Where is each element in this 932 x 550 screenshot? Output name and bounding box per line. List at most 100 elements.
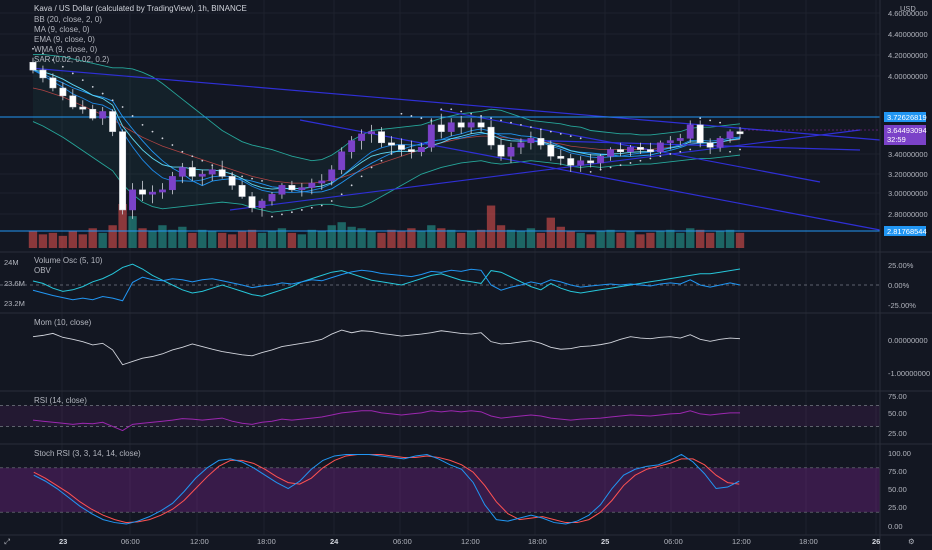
sar-dot: [679, 150, 682, 153]
volume-osc-title[interactable]: Volume Osc (5, 10): [34, 256, 103, 265]
volume-bar: [636, 234, 645, 248]
time-label: 18:00: [257, 537, 276, 546]
candle-body: [39, 69, 47, 79]
candle-body: [178, 167, 186, 177]
candle-body: [168, 176, 176, 191]
time-label: 25: [601, 537, 609, 546]
volume-bar: [367, 231, 376, 248]
trendline: [439, 109, 821, 183]
stoch-rsi-pane[interactable]: [0, 453, 880, 525]
volume-bar: [98, 232, 107, 248]
sar-dot: [619, 164, 622, 167]
rsi-line: [32, 410, 741, 432]
candle-body: [427, 124, 435, 148]
bb-lower-line: [32, 121, 741, 213]
volume-bar: [267, 231, 277, 248]
chart-title: Kava / US Dollar (calculated by TradingV…: [34, 4, 247, 13]
candle-body: [676, 138, 684, 141]
candle-body: [497, 144, 505, 157]
volume-bar: [457, 232, 466, 248]
sar-dot: [340, 193, 343, 196]
volume-bar: [566, 231, 575, 248]
volume-bar: [88, 228, 97, 248]
candle-body: [298, 187, 306, 191]
volume-bar: [536, 232, 546, 248]
stoch-tick: 75.00: [888, 467, 907, 476]
volume-bar: [576, 232, 585, 248]
candle-body: [447, 122, 455, 132]
candle-body: [517, 142, 525, 148]
stoch-band-fill: [0, 467, 880, 513]
sar-dot: [61, 65, 64, 68]
last-price-label-bg: [884, 125, 926, 145]
sar-dot: [510, 121, 512, 124]
volume-osc-tick: 25.00%: [888, 261, 914, 270]
sar-dot: [380, 159, 383, 162]
sar-dot: [659, 155, 662, 158]
sar-dot: [131, 115, 134, 117]
settings-icon[interactable]: ⚙: [908, 537, 915, 546]
volume-bar: [277, 228, 287, 248]
volume-bar: [676, 232, 685, 248]
volume-bar: [257, 232, 267, 248]
trendline: [299, 119, 881, 231]
study-sar[interactable]: SAR (0.02, 0.02, 0.2): [34, 55, 109, 64]
rsi-band-fill: [0, 405, 880, 427]
last-price-label: 3.64493094: [887, 126, 927, 135]
candle-body: [348, 140, 356, 153]
volume-bar: [486, 205, 496, 248]
goto-icon[interactable]: ⤢: [3, 537, 10, 546]
study-ema[interactable]: EMA (9, close, 0): [34, 35, 95, 44]
mom-title[interactable]: Mom (10, close): [34, 318, 92, 327]
study-ma[interactable]: MA (9, close, 0): [34, 25, 90, 34]
candle-body: [527, 138, 535, 144]
momentum-pane[interactable]: [32, 329, 741, 366]
candle-body: [706, 142, 714, 148]
wma-line: [32, 69, 741, 193]
volume-bar: [327, 225, 336, 248]
volume-bar: [427, 225, 436, 248]
volume-bar: [108, 225, 117, 248]
sar-dot: [171, 144, 174, 146]
price-pane[interactable]: [0, 47, 881, 248]
rsi-title[interactable]: RSI (14, close): [34, 396, 87, 405]
sar-dot: [420, 117, 423, 120]
countdown-label: 32:59: [887, 135, 906, 144]
time-label: 23: [59, 537, 67, 546]
study-bb[interactable]: BB (20, close, 2, 0): [34, 15, 102, 24]
grid: [0, 0, 880, 535]
volume-bar: [476, 229, 486, 248]
bb-upper-line: [32, 53, 741, 162]
sar-dot: [111, 99, 114, 102]
sar-dot: [549, 130, 552, 133]
volume-bar: [307, 229, 316, 248]
obv-line: [32, 268, 741, 302]
price-tick: 3.40000000: [888, 150, 928, 159]
candle-body: [388, 142, 395, 146]
volume-bar: [128, 216, 137, 248]
candle-body: [228, 176, 236, 186]
sar-dot: [81, 79, 84, 82]
volume-bar: [247, 229, 257, 248]
volume-bar: [447, 229, 456, 248]
sar-dot: [42, 52, 44, 55]
candle-body: [607, 149, 614, 157]
volume-osc-pane[interactable]: [0, 263, 880, 302]
sar-dot: [410, 115, 413, 117]
volume-bar: [297, 234, 307, 248]
study-wma[interactable]: WMA (9, close, 0): [34, 45, 97, 54]
stoch-title[interactable]: Stoch RSI (3, 3, 14, 14, close): [34, 449, 141, 458]
mom-tick: -1.00000000: [888, 369, 930, 378]
candle-body: [318, 180, 326, 184]
price-tick: 4.00000000: [888, 72, 928, 81]
rsi-pane[interactable]: [0, 405, 880, 432]
time-label: 12:00: [190, 537, 209, 546]
candle-body: [119, 131, 127, 211]
sar-dot: [161, 137, 164, 140]
candle-body: [268, 194, 276, 202]
mom-tick: 0.00000000: [888, 336, 928, 345]
obv-title[interactable]: OBV: [34, 266, 52, 275]
candle-body: [328, 169, 336, 182]
candle-body: [477, 122, 485, 128]
